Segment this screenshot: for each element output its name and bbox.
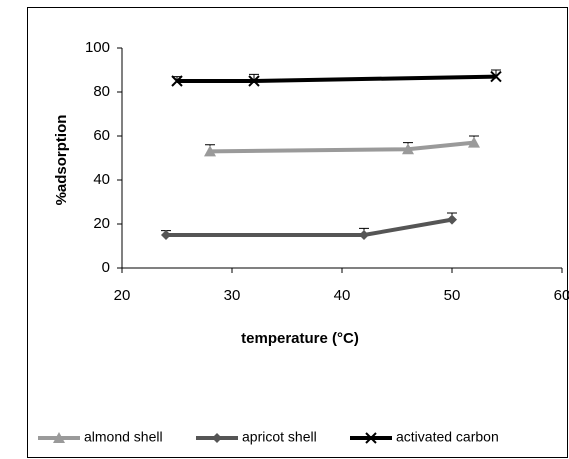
series-line: [209, 140, 475, 154]
legend-label: activated carbon: [396, 429, 499, 445]
y-axis-title: %adsorption: [53, 115, 70, 206]
x-tick-label: 40: [334, 287, 351, 304]
marker: [468, 136, 480, 148]
series-line: [166, 217, 453, 237]
y-tick-label: 60: [93, 127, 110, 144]
x-tick-label: 30: [224, 287, 241, 304]
legend-marker: [365, 432, 377, 444]
marker: [248, 75, 260, 87]
y-tick-label: 0: [102, 259, 110, 276]
legend-label: apricot shell: [242, 429, 317, 445]
marker: [171, 75, 183, 87]
x-axis-title: temperature (°C): [241, 330, 359, 347]
y-tick-label: 100: [85, 39, 110, 56]
legend-marker: [53, 432, 65, 443]
marker: [490, 70, 502, 83]
series-line: [177, 74, 497, 83]
x-tick-label: 20: [114, 287, 131, 304]
marker: [161, 230, 171, 240]
x-tick-label: 50: [444, 287, 461, 304]
marker: [204, 145, 216, 157]
marker: [359, 230, 369, 240]
y-tick-label: 40: [93, 171, 110, 188]
chart-frame: [27, 7, 568, 458]
legend-label: almond shell: [84, 429, 163, 445]
legend-marker: [212, 433, 222, 443]
marker: [447, 214, 457, 225]
y-tick-label: 20: [93, 215, 110, 232]
x-tick-label: 60: [554, 287, 569, 304]
marker: [402, 143, 414, 155]
y-tick-label: 80: [93, 83, 110, 100]
